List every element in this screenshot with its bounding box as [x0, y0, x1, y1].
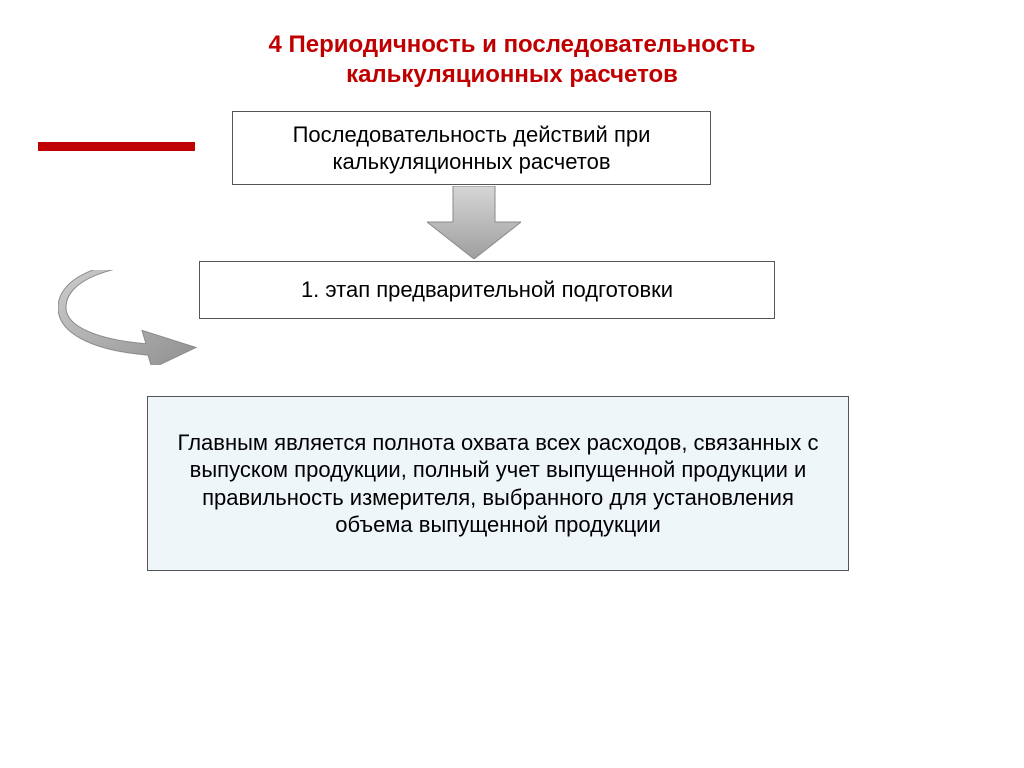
title-line-1: 4 Периодичность и последовательность: [268, 31, 755, 58]
box-stage-1-text: 1. этап предварительной подготовки: [301, 276, 673, 304]
box-sequence-text: Последовательность действий при калькуля…: [249, 121, 694, 176]
box-sequence: Последовательность действий при калькуля…: [232, 111, 711, 185]
arrow-down-icon: [427, 186, 521, 259]
accent-bar: [38, 142, 195, 151]
box-description: Главным является полнота охвата всех рас…: [147, 396, 849, 571]
box-description-text: Главным является полнота охвата всех рас…: [164, 429, 832, 539]
title-line-2: калькуляционных расчетов: [346, 61, 678, 88]
box-stage-1: 1. этап предварительной подготовки: [199, 261, 775, 319]
arrow-curve-icon: [58, 270, 198, 365]
slide-title: 4 Периодичность и последовательность кал…: [0, 30, 1024, 90]
